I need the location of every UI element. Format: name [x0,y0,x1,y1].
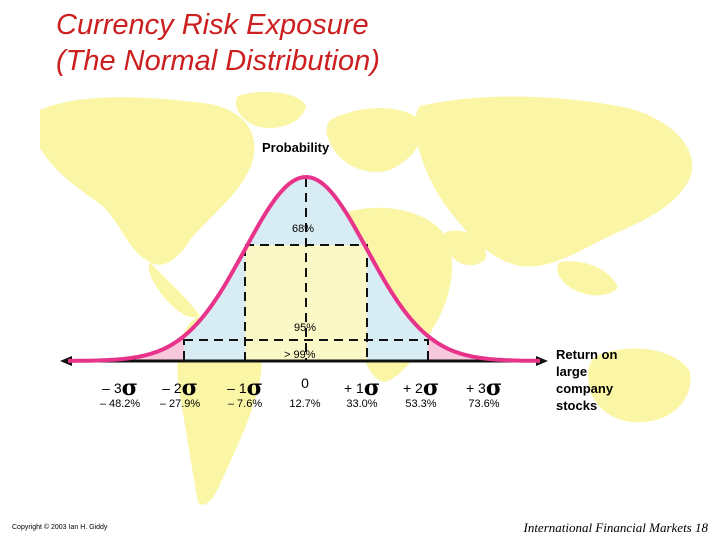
axis-left-arrow [60,356,72,366]
sigma-multiplier: + 3 [465,380,486,396]
sigma-symbol: σ [181,375,198,401]
sigma-symbol: σ [363,375,381,401]
map-australia [588,348,691,423]
sigma-tick-return: – 48.2% [99,398,141,410]
sigma-tick-return: 53.3% [405,398,437,410]
sigma-tick-return: 73.6% [468,398,500,410]
two-sigma-dashed-box [183,339,429,362]
band-label-99: > 99% [284,349,316,361]
sigma-symbol: σ [422,375,440,401]
left-tail-area [110,336,184,361]
footer-course-page: International Financial Markets 18 [523,520,708,535]
sigma-tick-label: + 2σ [397,375,445,401]
sigma-multiplier: 0 [301,375,309,391]
sigma-tick-return: – 27.9% [159,398,201,410]
right-tail-area [428,336,502,361]
sigma-tick-label: + 1σ [338,375,386,401]
band-label-95: 95% [294,322,317,334]
sigma-multiplier: – 1 [227,380,247,396]
sigma-tick-label: + 3σ [460,375,508,401]
sigma-tick-label: – 1σ [221,375,269,401]
map-north-america [40,97,255,265]
map-central-america [148,262,200,318]
normal-curve [68,175,540,363]
sigma-tick-return: 12.7% [289,398,321,410]
return-axis-label: Return on large company stocks [556,346,646,414]
slide-title-line1: Currency Risk Exposure [56,9,369,41]
probability-axis-label: Probability [262,140,330,155]
slide-title-line2: (The Normal Distribution) [56,45,380,77]
map-greenland [236,91,306,128]
map-asia [415,96,693,267]
sigma-tick-label: – 3σ [96,375,144,401]
sigma-symbol: σ [485,375,503,401]
sigma-tick-label: 0 [281,375,329,391]
map-south-america [177,316,262,505]
map-southeast-asia [557,261,618,296]
sigma-tick-return: 33.0% [346,398,378,410]
sigma-multiplier: + 2 [402,380,423,396]
map-arabia [443,230,487,266]
sigma-multiplier: – 3 [102,380,122,396]
sigma-symbol: σ [121,375,138,401]
map-europe [326,108,423,172]
sigma-multiplier: + 1 [343,380,364,396]
sigma-tick-label: – 2σ [156,375,204,401]
copyright-notice: Copyright © 2003 Ian H. Giddy [12,524,108,531]
curve-group [60,175,548,366]
band-label-68: 68% [292,223,315,235]
sigma-symbol: σ [246,375,263,401]
return-axis-label-text: Return on large company stocks [556,347,618,413]
sigma-tick-return: – 7.6% [227,398,263,410]
sigma-multiplier: – 2 [162,380,182,396]
axis-right-arrow [536,356,548,366]
